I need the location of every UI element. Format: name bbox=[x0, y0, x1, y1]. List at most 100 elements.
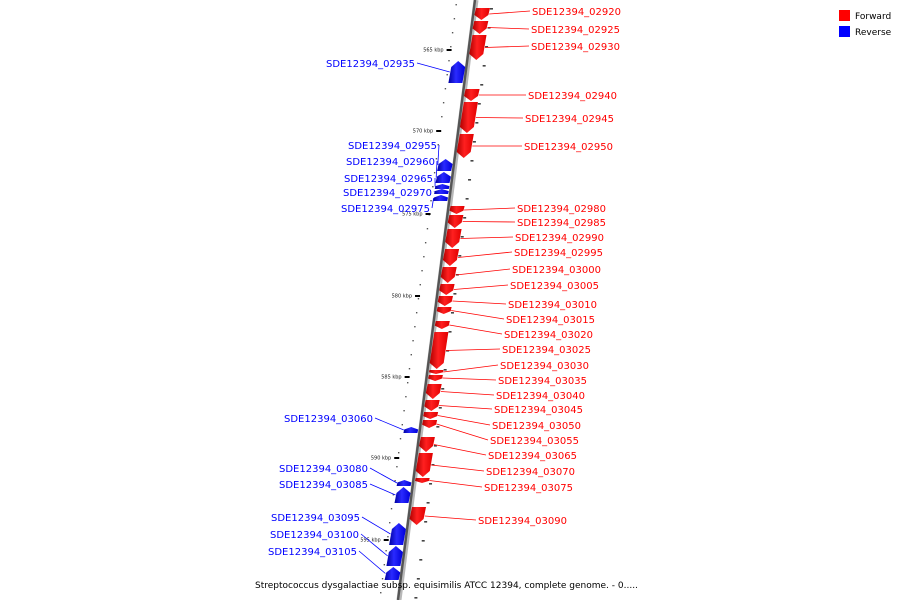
gene-sde12394-02935[interactable]: SDE12394_02935 bbox=[326, 59, 466, 83]
scale-dash bbox=[429, 483, 433, 485]
gene-leader-line bbox=[455, 268, 511, 276]
gene-arrow[interactable] bbox=[434, 184, 450, 189]
gene-arrow[interactable] bbox=[445, 229, 462, 248]
scale-dot bbox=[423, 256, 425, 258]
scale-dot bbox=[426, 228, 429, 230]
gene-sde12394-02975[interactable]: SDE12394_02975 bbox=[341, 195, 448, 215]
gene-arrow[interactable] bbox=[436, 307, 452, 314]
gene-arrow[interactable] bbox=[422, 420, 438, 428]
gene-sde12394-03015[interactable]: SDE12394_03015 bbox=[436, 307, 595, 326]
gene-sde12394-02940[interactable]: SDE12394_02940 bbox=[464, 89, 617, 102]
gene-sde12394-02950[interactable]: SDE12394_02950 bbox=[456, 134, 613, 158]
gene-sde12394-03020[interactable]: SDE12394_03020 bbox=[434, 321, 593, 341]
gene-sde12394-03070[interactable]: SDE12394_03070 bbox=[415, 453, 575, 478]
gene-arrow[interactable] bbox=[472, 21, 489, 34]
gene-sde12394-02985[interactable]: SDE12394_02985 bbox=[447, 215, 606, 229]
gene-arrow[interactable] bbox=[437, 296, 453, 306]
gene-arrow[interactable] bbox=[434, 189, 449, 194]
gene-arrow[interactable] bbox=[423, 412, 439, 419]
gene-sde12394-03095[interactable]: SDE12394_03095 bbox=[271, 513, 406, 545]
gene-label: SDE12394_02950 bbox=[524, 142, 613, 153]
gene-label: SDE12394_02980 bbox=[517, 204, 606, 215]
gene-arrow[interactable] bbox=[386, 546, 403, 566]
scale-dot bbox=[396, 466, 398, 468]
gene-sde12394-02955[interactable]: SDE12394_02955 bbox=[348, 141, 453, 171]
gene-track: SDE12394_02920 SDE12394_02925 SDE12394_029… bbox=[268, 7, 621, 580]
gene-leader-line bbox=[460, 236, 514, 239]
gene-label: SDE12394_03080 bbox=[279, 464, 368, 475]
gene-sde12394-03090[interactable]: SDE12394_03090 bbox=[409, 507, 567, 527]
gene-sde12394-02960[interactable]: SDE12394_02960 bbox=[346, 157, 451, 183]
gene-leader-line bbox=[442, 377, 497, 381]
gene-sde12394-02990[interactable]: SDE12394_02990 bbox=[445, 229, 604, 248]
gene-sde12394-02965[interactable]: SDE12394_02965 bbox=[344, 174, 450, 189]
gene-arrow[interactable] bbox=[437, 159, 453, 171]
scale-dot bbox=[380, 592, 382, 594]
gene-sde12394-02995[interactable]: SDE12394_02995 bbox=[442, 248, 603, 266]
gene-arrow[interactable] bbox=[474, 8, 490, 20]
gene-sde12394-03050[interactable]: SDE12394_03050 bbox=[423, 412, 581, 432]
gene-arrow[interactable] bbox=[435, 172, 451, 183]
gene-label: SDE12394_02935 bbox=[326, 59, 415, 70]
scale-dash bbox=[470, 160, 474, 162]
gene-sde12394-03040[interactable]: SDE12394_03040 bbox=[425, 384, 585, 402]
axis-tick-label: 590 kbp bbox=[371, 456, 391, 462]
gene-arrow[interactable] bbox=[429, 332, 449, 369]
gene-arrow[interactable] bbox=[429, 370, 444, 374]
axis-tick-mark bbox=[394, 457, 400, 459]
scale-dash bbox=[450, 312, 454, 314]
gene-label: SDE12394_02985 bbox=[517, 218, 606, 229]
gene-arrow[interactable] bbox=[469, 35, 487, 60]
gene-arrow[interactable] bbox=[403, 427, 419, 433]
gene-leader-line bbox=[451, 310, 505, 320]
gene-arrow[interactable] bbox=[394, 487, 411, 503]
gene-sde12394-02945[interactable]: SDE12394_02945 bbox=[459, 102, 614, 133]
gene-sde12394-03100[interactable]: SDE12394_03100 bbox=[270, 530, 403, 566]
gene-arrow[interactable] bbox=[442, 249, 460, 266]
gene-sde12394-03030[interactable]: SDE12394_03030 bbox=[429, 361, 589, 374]
gene-sde12394-02980[interactable]: SDE12394_02980 bbox=[449, 204, 607, 215]
gene-leader-line bbox=[361, 516, 391, 535]
gene-arrow[interactable] bbox=[456, 134, 474, 158]
gene-arrow[interactable] bbox=[447, 215, 464, 228]
gene-sde12394-03075[interactable]: SDE12394_03075 bbox=[415, 478, 573, 494]
gene-sde12394-03005[interactable]: SDE12394_03005 bbox=[439, 281, 599, 295]
gene-arrow[interactable] bbox=[409, 507, 426, 525]
gene-arrow[interactable] bbox=[415, 478, 430, 483]
gene-arrow[interactable] bbox=[425, 384, 442, 399]
gene-sde12394-03060[interactable]: SDE12394_03060 bbox=[284, 414, 419, 433]
gene-arrow[interactable] bbox=[415, 453, 433, 477]
gene-arrow[interactable] bbox=[424, 400, 440, 411]
gene-sde12394-02930[interactable]: SDE12394_02930 bbox=[469, 35, 620, 60]
scale-dash bbox=[468, 179, 472, 181]
scale-dot bbox=[401, 424, 404, 426]
gene-arrow[interactable] bbox=[384, 567, 401, 580]
gene-arrow[interactable] bbox=[449, 206, 465, 214]
gene-sde12394-03065[interactable]: SDE12394_03065 bbox=[419, 437, 577, 462]
gene-arrow[interactable] bbox=[419, 437, 435, 452]
gene-arrow[interactable] bbox=[459, 102, 478, 133]
gene-sde12394-03000[interactable]: SDE12394_03000 bbox=[440, 265, 601, 283]
gene-sde12394-03055[interactable]: SDE12394_03055 bbox=[422, 420, 579, 447]
gene-arrow[interactable] bbox=[464, 89, 480, 101]
gene-sde12394-02970[interactable]: SDE12394_02970 bbox=[343, 188, 449, 199]
gene-arrow[interactable] bbox=[396, 480, 412, 486]
gene-arrow[interactable] bbox=[439, 284, 455, 295]
gene-sde12394-03105[interactable]: SDE12394_03105 bbox=[268, 547, 401, 580]
gene-arrow[interactable] bbox=[434, 321, 450, 329]
gene-arrow[interactable] bbox=[433, 195, 448, 201]
gene-sde12394-02925[interactable]: SDE12394_02925 bbox=[472, 21, 620, 36]
gene-sde12394-03085[interactable]: SDE12394_03085 bbox=[279, 480, 411, 503]
gene-sde12394-03025[interactable]: SDE12394_03025 bbox=[429, 332, 591, 369]
gene-sde12394-02920[interactable]: SDE12394_02920 bbox=[474, 7, 621, 20]
scale-dash bbox=[453, 293, 457, 295]
gene-sde12394-03035[interactable]: SDE12394_03035 bbox=[428, 375, 587, 387]
gene-sde12394-03080[interactable]: SDE12394_03080 bbox=[279, 464, 412, 486]
gene-arrow[interactable] bbox=[389, 523, 406, 545]
gene-sde12394-03045[interactable]: SDE12394_03045 bbox=[424, 400, 583, 416]
gene-arrow[interactable] bbox=[448, 61, 466, 83]
gene-sde12394-03010[interactable]: SDE12394_03010 bbox=[437, 296, 597, 311]
scale-dot bbox=[446, 74, 448, 76]
gene-arrow[interactable] bbox=[428, 375, 443, 381]
gene-arrow[interactable] bbox=[440, 267, 457, 283]
